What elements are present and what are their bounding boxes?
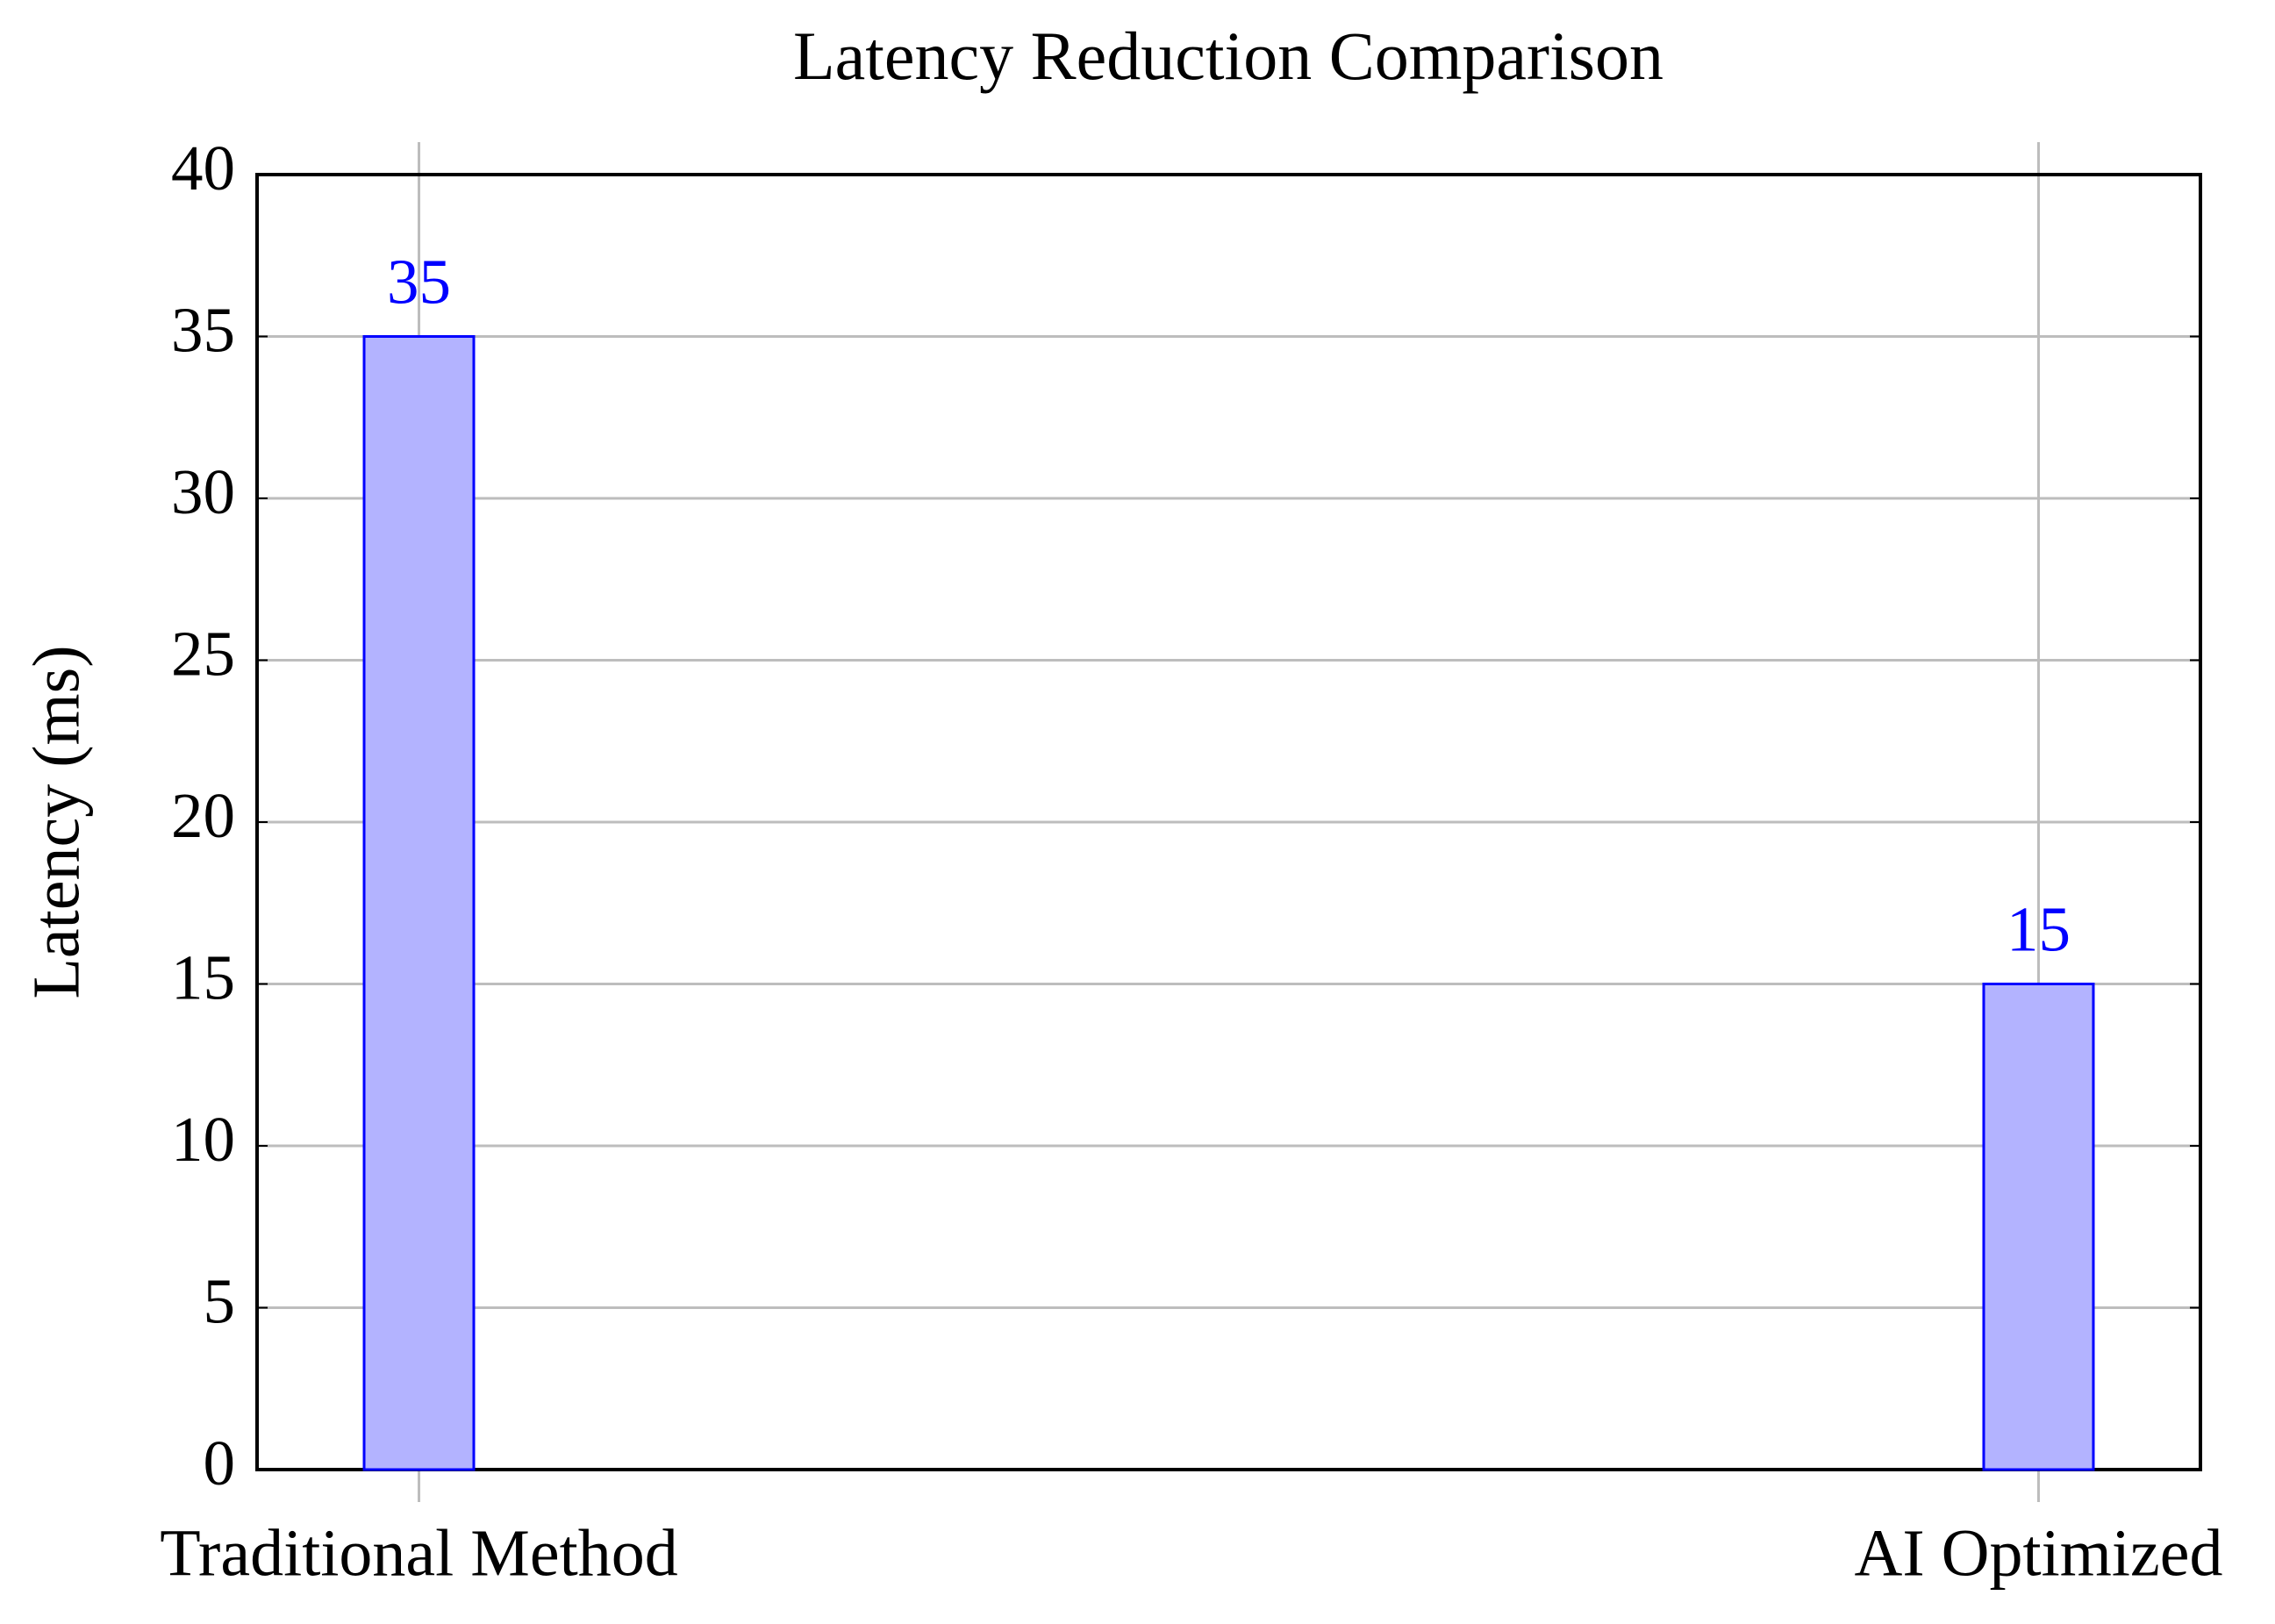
y-tick-label: 0 (204, 1427, 236, 1499)
x-tick-label: Traditional Method (160, 1516, 677, 1590)
value-label: 15 (2007, 893, 2071, 964)
chart-title: Latency Reduction Comparison (793, 18, 1663, 94)
y-tick-label: 25 (171, 618, 235, 689)
bar (1982, 983, 2095, 1471)
y-tick-label: 35 (171, 294, 235, 365)
y-tick-label: 15 (171, 941, 235, 1012)
y-tick-label: 10 (171, 1104, 235, 1175)
y-tick-label: 40 (171, 132, 235, 204)
plot-frame (255, 173, 2202, 1471)
bar (362, 335, 476, 1471)
y-tick-label: 20 (171, 780, 235, 851)
y-tick-label: 30 (171, 456, 235, 527)
x-tick-label: AI Optimized (1854, 1516, 2222, 1590)
value-label: 35 (387, 246, 451, 317)
y-tick-label: 5 (204, 1265, 236, 1336)
y-axis-label: Latency (ms) (19, 645, 93, 998)
